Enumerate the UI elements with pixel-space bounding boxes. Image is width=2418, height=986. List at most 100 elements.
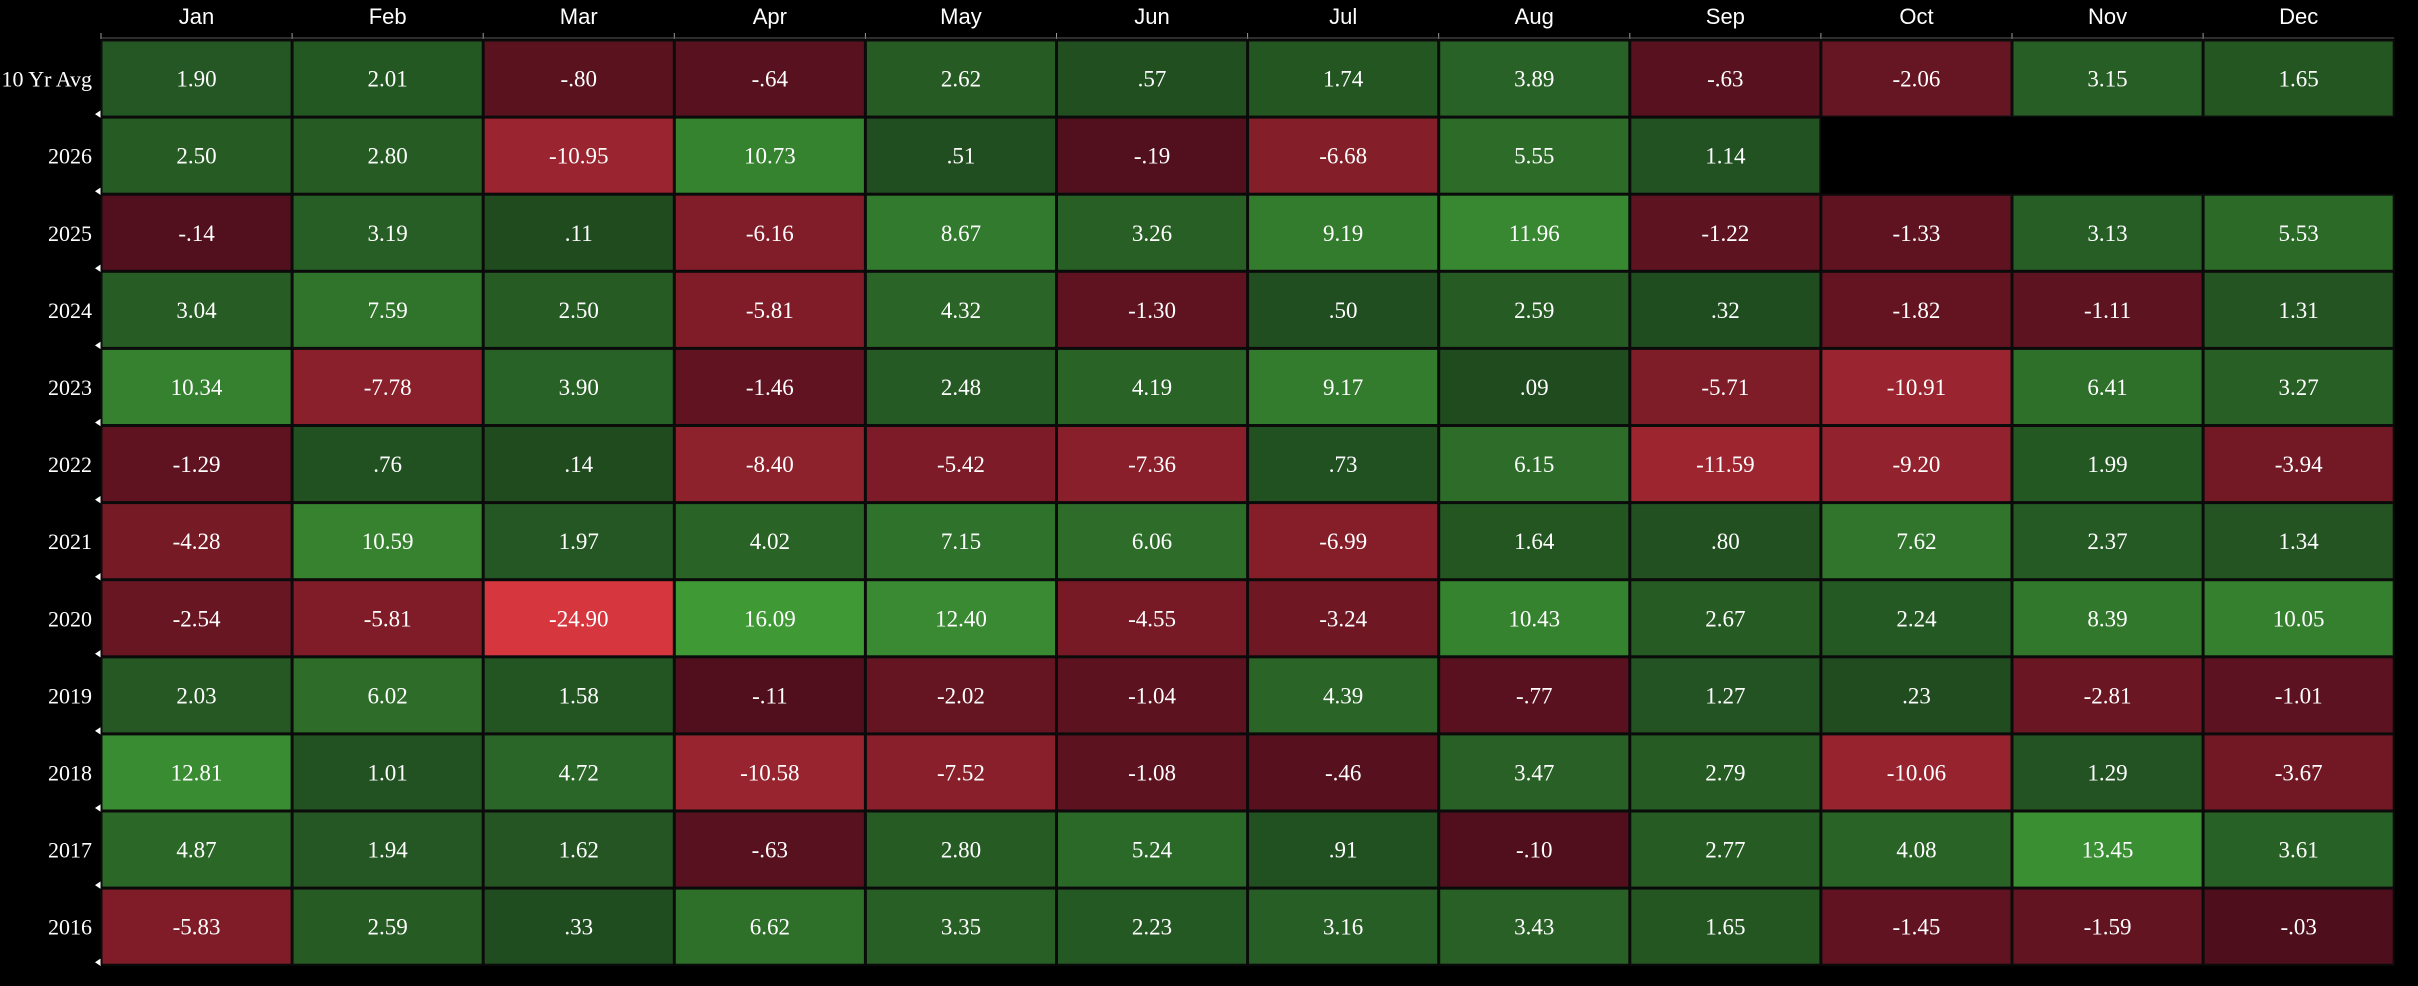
cell-value: -6.68 xyxy=(1319,144,1367,169)
heatmap-cell-empty xyxy=(2012,117,2204,195)
heatmap-cell xyxy=(2011,887,2204,966)
cell-value: 10.05 xyxy=(2273,606,2325,631)
cell-value: 3.16 xyxy=(1323,915,1363,940)
cell-value: -2.06 xyxy=(1892,67,1940,92)
cell-value: -5.42 xyxy=(937,452,985,477)
row-tick xyxy=(95,418,101,427)
cell-value: 3.90 xyxy=(559,375,599,400)
cell-value: 6.62 xyxy=(750,915,790,940)
cell-value: 4.32 xyxy=(941,298,981,323)
heatmap-cell xyxy=(864,810,1058,889)
heatmap-cell xyxy=(291,810,484,889)
heatmap-cell xyxy=(100,656,293,735)
heatmap-cell xyxy=(1438,579,1631,658)
cell-value: .09 xyxy=(1520,375,1549,400)
cell-value: -7.78 xyxy=(364,375,412,400)
cell-value: -3.24 xyxy=(1319,606,1367,631)
heatmap-cell xyxy=(1629,502,1822,581)
heatmap-cell xyxy=(2202,347,2395,426)
cell-value: -7.52 xyxy=(937,760,985,785)
heatmap-cell xyxy=(1629,347,1822,426)
cell-value: -5.81 xyxy=(364,606,412,631)
cell-value: 2.01 xyxy=(368,67,408,92)
row-tick xyxy=(95,341,101,350)
cell-value: 2.37 xyxy=(2087,529,2127,554)
heatmap-cell xyxy=(1247,39,1440,118)
cell-value: 3.04 xyxy=(176,298,217,323)
cell-value: 1.97 xyxy=(559,529,599,554)
cell-value: 2.59 xyxy=(368,915,408,940)
cell-value: 1.62 xyxy=(559,838,599,863)
cell-value: 4.08 xyxy=(1896,838,1936,863)
cell-value: 10.73 xyxy=(744,144,796,169)
cell-value: -6.16 xyxy=(746,221,794,246)
heatmap-cell xyxy=(482,425,675,504)
heatmap-cell xyxy=(1438,116,1631,195)
cell-value: -4.55 xyxy=(1128,606,1176,631)
cell-value: 7.62 xyxy=(1896,529,1936,554)
row-labels: 10 Yr Avg 2026 2025 2024 2023 2022 2021 2020 201… xyxy=(2,67,101,967)
heatmap-cell xyxy=(864,347,1058,426)
cell-value: 4.87 xyxy=(176,838,216,863)
cell-value: -2.81 xyxy=(2084,683,2132,708)
heatmap-cell xyxy=(673,425,866,504)
heatmap-cell xyxy=(2011,579,2204,658)
cell-value: 3.61 xyxy=(2279,838,2319,863)
month-header-jul: Jul xyxy=(1329,4,1357,29)
heatmap-cell xyxy=(864,193,1058,272)
heatmap-cell xyxy=(1629,810,1822,889)
cell-value: -.10 xyxy=(1516,838,1552,863)
row-tick xyxy=(95,495,101,504)
cell-value: 10.59 xyxy=(362,529,414,554)
cell-value: -10.06 xyxy=(1887,760,1946,785)
cell-value: -.46 xyxy=(1325,760,1361,785)
row-tick xyxy=(95,187,101,196)
heatmap-cell xyxy=(1056,502,1249,581)
cell-value: .23 xyxy=(1902,683,1931,708)
heatmap-cell xyxy=(1056,116,1249,195)
row-tick xyxy=(95,264,101,273)
cell-value: -24.90 xyxy=(549,606,608,631)
cell-value: 6.06 xyxy=(1132,529,1172,554)
cell-value: 6.15 xyxy=(1514,452,1554,477)
row-tick xyxy=(95,726,101,735)
cell-value: 8.67 xyxy=(941,221,981,246)
cell-value: -.11 xyxy=(752,683,788,708)
heatmap-cell xyxy=(482,656,675,735)
heatmap-cell xyxy=(2011,193,2204,272)
heatmap-cell xyxy=(673,733,866,812)
heatmap-cell xyxy=(482,887,675,966)
month-header-nov: Nov xyxy=(2088,4,2127,29)
heatmap-cell xyxy=(673,39,866,118)
row-tick xyxy=(95,881,101,890)
cell-value: 2.03 xyxy=(176,683,216,708)
cell-value: 1.14 xyxy=(1705,144,1746,169)
cell-value: 1.99 xyxy=(2087,452,2127,477)
cell-value: -1.33 xyxy=(1892,221,1940,246)
cell-value: 5.53 xyxy=(2279,221,2319,246)
cell-value: 1.27 xyxy=(1705,683,1745,708)
cell-value: -1.08 xyxy=(1128,760,1176,785)
month-headers: Jan Feb Mar Apr May Jun Jul Aug Sep Oct Nov Dec xyxy=(100,4,2395,39)
cell-value: -.19 xyxy=(1134,144,1170,169)
heatmap-cell xyxy=(100,579,293,658)
cell-value: 7.59 xyxy=(368,298,408,323)
heatmap-cell xyxy=(1247,887,1440,966)
heatmap-cell xyxy=(1438,39,1631,118)
cell-value: -2.02 xyxy=(937,683,985,708)
cell-value: .11 xyxy=(565,221,593,246)
cell-value: -5.81 xyxy=(746,298,794,323)
heatmap-cell xyxy=(1247,193,1440,272)
month-header-mar: Mar xyxy=(560,4,598,29)
heatmap-cell xyxy=(2011,425,2204,504)
row-tick xyxy=(95,649,101,658)
cell-value: -1.45 xyxy=(1892,915,1940,940)
cell-value: 1.31 xyxy=(2279,298,2319,323)
row-label: 10 Yr Avg xyxy=(2,67,92,92)
cell-value: -1.04 xyxy=(1128,683,1176,708)
cell-value: -.63 xyxy=(752,838,788,863)
cell-value: 12.40 xyxy=(935,606,987,631)
cell-value: -9.20 xyxy=(1892,452,1940,477)
heatmap-cell xyxy=(2011,810,2204,889)
